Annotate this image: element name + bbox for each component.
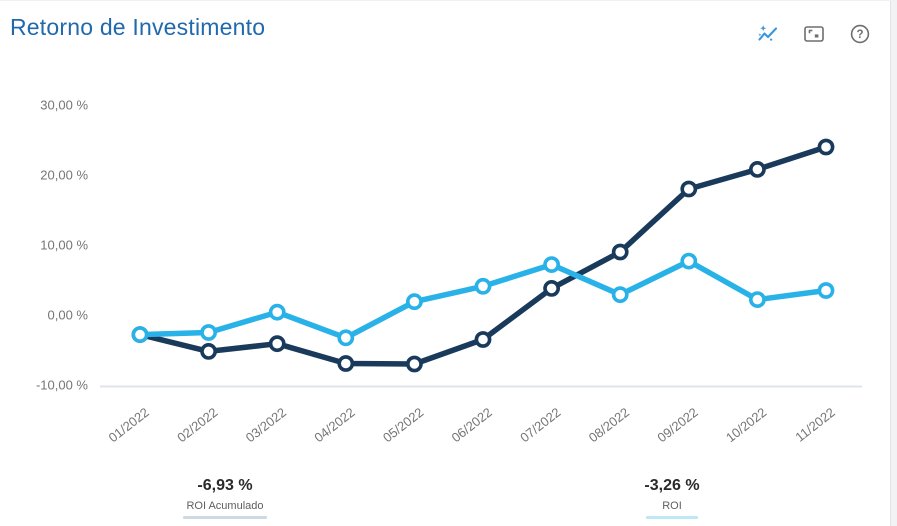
x-axis-tick-label: 11/2022 <box>792 405 838 445</box>
data-point-marker[interactable] <box>131 326 149 343</box>
y-axis-tick-label: 0,00 % <box>48 308 89 323</box>
kpi-roi[interactable]: -3,26 % ROI <box>587 477 757 519</box>
data-point-marker[interactable] <box>611 243 629 261</box>
y-axis-tick-label: 30,00 % <box>40 98 88 113</box>
scrollbar-track[interactable] <box>890 1 897 526</box>
visual-toolbar: ? <box>758 24 870 44</box>
kpi-selected-indicator <box>646 516 698 519</box>
kpi-value: -6,93 % <box>197 477 253 494</box>
data-point-marker[interactable] <box>337 329 355 347</box>
kpi-roi-acumulado[interactable]: -6,93 % ROI Acumulado <box>140 477 310 519</box>
help-icon[interactable]: ? <box>850 24 870 44</box>
data-point-marker[interactable] <box>405 293 423 311</box>
data-point-marker[interactable] <box>749 291 766 308</box>
page-title: Retorno de Investimento <box>10 14 266 40</box>
data-point-marker[interactable] <box>268 303 286 321</box>
x-axis-tick-label: 03/2022 <box>243 405 289 446</box>
x-axis-tick-label: 09/2022 <box>654 405 700 446</box>
data-point-marker[interactable] <box>611 286 629 304</box>
y-axis-tick-label: 20,00 % <box>40 168 88 183</box>
x-axis-tick-label: 02/2022 <box>174 405 220 446</box>
x-axis-tick-label: 08/2022 <box>586 405 632 446</box>
x-axis-tick-label: 10/2022 <box>723 405 769 446</box>
kpi-selected-indicator <box>183 516 267 519</box>
kpi-label: ROI <box>662 500 682 512</box>
insights-sparkline-icon[interactable] <box>758 24 778 44</box>
data-point-marker[interactable] <box>543 279 560 297</box>
data-point-marker[interactable] <box>543 256 560 273</box>
data-point-marker[interactable] <box>405 355 423 373</box>
x-axis-tick-label: 01/2022 <box>106 405 152 446</box>
kpi-label: ROI Acumulado <box>186 500 264 512</box>
y-axis-tick-label: 10,00 % <box>40 238 88 253</box>
x-axis-tick-label: 06/2022 <box>449 405 495 446</box>
y-axis-tick-label: -10,00 % <box>36 378 88 393</box>
x-axis-tick-label: 05/2022 <box>380 405 426 446</box>
x-axis-tick-label: 04/2022 <box>311 405 357 446</box>
x-axis-tick-label: 07/2022 <box>517 405 563 446</box>
series-line-roi <box>137 258 829 341</box>
data-point-marker[interactable] <box>817 138 835 156</box>
data-point-marker[interactable] <box>817 282 835 299</box>
focus-mode-icon[interactable] <box>804 24 824 44</box>
data-point-marker[interactable] <box>474 331 492 348</box>
svg-text:?: ? <box>856 29 863 41</box>
data-point-marker[interactable] <box>680 252 698 270</box>
data-point-marker[interactable] <box>749 160 766 178</box>
kpi-value: -3,26 % <box>644 477 700 494</box>
data-point-marker[interactable] <box>200 324 217 341</box>
data-point-marker[interactable] <box>337 355 355 372</box>
data-point-marker[interactable] <box>680 180 698 198</box>
data-point-marker[interactable] <box>474 277 492 295</box>
data-point-marker[interactable] <box>200 342 217 360</box>
data-point-marker[interactable] <box>268 335 286 353</box>
